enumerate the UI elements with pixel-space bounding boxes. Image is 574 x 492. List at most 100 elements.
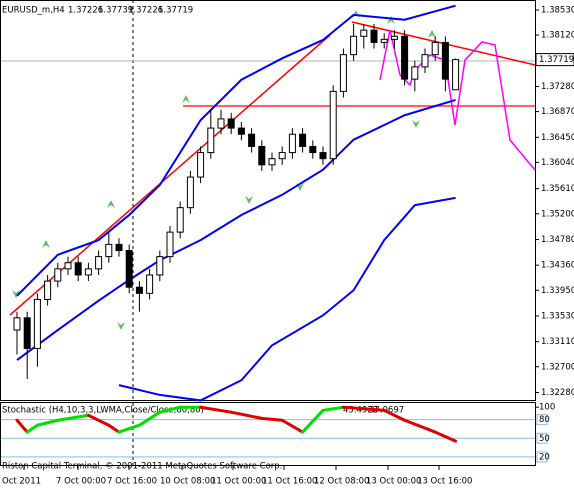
candle-body [95, 256, 103, 270]
band-line [118, 196, 456, 402]
candle-body [360, 29, 368, 37]
stoch-segment [56, 413, 90, 422]
trend-line [9, 34, 331, 316]
candle-body [64, 262, 72, 270]
x-tick-label: 13 Oct 16:00 [417, 477, 472, 487]
candle-body [278, 152, 286, 160]
candle-body [237, 127, 245, 135]
y-tick-label: 1.33950 [541, 286, 574, 296]
stoch-segment [117, 423, 141, 434]
fractal-down [245, 196, 253, 204]
header: EURUSD_m,H4 1.37226 1.37739 1.37226 1.37… [2, 6, 193, 16]
candle-body [350, 35, 358, 56]
stoch-segment [433, 430, 458, 443]
y-tick-label: 1.36040 [541, 158, 574, 168]
stoch-tick-label: 50 [539, 434, 550, 444]
stoch-segment [15, 418, 29, 434]
candle-body [441, 41, 449, 80]
level-label-box [536, 414, 548, 426]
stoch-segment [25, 423, 39, 434]
low-value: 1.37226 [128, 6, 163, 16]
fractal-down [117, 322, 125, 330]
x-tick-label: 10 Oct 08:00 [160, 477, 215, 487]
sub-frame [0, 402, 536, 466]
stoch-tick-label: 100 [539, 403, 555, 413]
y-tick-label: 1.37280 [541, 82, 574, 92]
fractal-down [12, 290, 20, 298]
y-tick-label: 1.36450 [541, 133, 574, 143]
stoch-segment [280, 418, 305, 434]
candle-body [146, 274, 154, 294]
candle-body [13, 317, 21, 331]
candle-body [186, 176, 194, 209]
candle-body [248, 133, 256, 147]
candle-body [329, 90, 337, 160]
candle-body [156, 256, 164, 276]
stoch-tick-label: 20 [539, 452, 550, 462]
candle-body [135, 286, 143, 294]
y-tick-label: 1.38530 [541, 5, 574, 15]
indicator-label: Stochastic (H4,10,3,3,LWMA,Close/Close,8… [2, 406, 204, 416]
band-line [16, 4, 456, 297]
y-tick-label: 1.33530 [541, 311, 574, 321]
fractal-up [182, 95, 190, 103]
y-tick-label: 1.33110 [541, 337, 574, 347]
main-frame [0, 0, 536, 401]
y-tick-label: 1.35200 [541, 209, 574, 219]
candle-body [207, 127, 215, 154]
y-tick-label: 1.32700 [541, 362, 574, 372]
close-value: 1.37719 [158, 6, 193, 16]
y-tick-label: 1.36870 [541, 107, 574, 117]
fractal-up [42, 240, 50, 248]
stoch-segment [137, 410, 162, 427]
candle-body [452, 59, 460, 91]
footer: Riston Capital Terminal, © 2001-2011 Met… [2, 462, 282, 472]
candle-body [115, 243, 123, 251]
candle-body [370, 29, 378, 43]
candle-body [197, 152, 205, 178]
candle-body [339, 54, 347, 92]
candle-body [288, 133, 296, 154]
level-label-box [536, 432, 548, 444]
candle-body [411, 66, 419, 80]
stoch-segment [35, 418, 60, 427]
fractal-up [107, 200, 115, 208]
candle-body [431, 41, 439, 56]
candle-body [299, 133, 307, 147]
stoch-segment [321, 405, 345, 412]
high-value: 1.37739 [98, 6, 133, 16]
candle-body [268, 158, 276, 166]
stoch-segment [301, 408, 325, 434]
stoch-segment [341, 405, 386, 412]
x-tick-label: 7 Oct 00:00 [56, 477, 106, 487]
candle-body [217, 118, 225, 129]
stoch-segment [199, 405, 233, 414]
candle-body [44, 280, 52, 300]
stoch-segment [403, 418, 437, 434]
candle-body [176, 207, 184, 233]
candle-body [105, 243, 113, 258]
candle-body [319, 152, 327, 160]
symbol: EURUSD_m,H4 [2, 6, 65, 16]
x-tick-label: Oct 2011 [2, 477, 41, 487]
fractal-up [387, 16, 395, 24]
candle-body [33, 298, 41, 349]
candle-body [54, 268, 62, 282]
x-tick-label: 13 Oct 00:00 [366, 477, 421, 487]
stoch-segment [107, 423, 121, 434]
fractal-down [412, 120, 420, 128]
fractal-up [428, 30, 436, 38]
price-label-box [535, 53, 574, 67]
candle-body [421, 54, 429, 68]
stoch-segment [260, 416, 284, 422]
stoch-segment [86, 413, 111, 427]
candle-body [125, 249, 133, 288]
x-tick-label: 12 Oct 08:00 [314, 477, 369, 487]
stoch-segment [229, 410, 264, 420]
stoch-segment [382, 408, 407, 422]
candle-body [380, 38, 388, 43]
candle-body [23, 317, 31, 349]
y-tick-label: 1.35610 [541, 184, 574, 194]
